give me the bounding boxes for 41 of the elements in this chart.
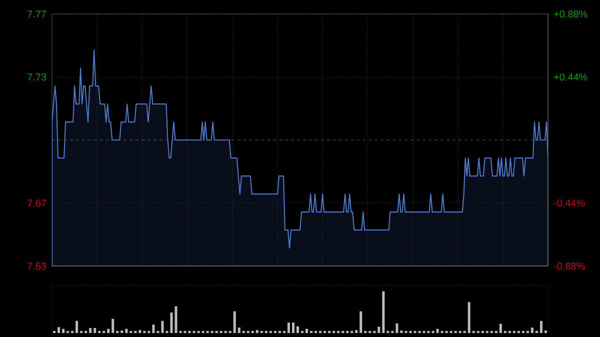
bar: [256, 330, 258, 333]
bar: [58, 327, 60, 333]
bar: [396, 323, 398, 333]
bar: [292, 322, 294, 333]
bar: [499, 324, 502, 333]
bar: [112, 318, 114, 333]
bar: [530, 328, 534, 333]
bar: [120, 330, 124, 333]
bar: [94, 328, 96, 333]
bar: [382, 291, 385, 333]
y-tick-label: 7.73: [28, 73, 46, 81]
bar: [89, 328, 92, 333]
y-tick-label: 7.63: [28, 262, 46, 270]
bar: [125, 328, 128, 333]
bar: [296, 326, 299, 333]
bar: [238, 328, 240, 333]
bar: [138, 330, 142, 333]
bar: [161, 320, 164, 333]
bar: [468, 302, 470, 333]
y2-tick-label: +0.88%: [554, 10, 588, 18]
y-tick-label: 7.67: [28, 199, 46, 207]
bar: [62, 328, 65, 333]
bar: [287, 322, 290, 333]
y2-tick-label: +0.44%: [554, 73, 588, 81]
bar: [378, 326, 380, 333]
bar: [436, 328, 439, 333]
bar: [544, 330, 547, 333]
bar: [174, 306, 178, 333]
bar: [355, 330, 358, 333]
bar: [107, 328, 110, 333]
bar: [152, 324, 155, 333]
y-tick-label: 7.77: [28, 10, 46, 18]
y2-tick-label: -0.88%: [554, 262, 585, 270]
bar: [76, 320, 78, 333]
bar: [306, 328, 308, 333]
bar: [233, 311, 236, 333]
bar: [360, 311, 362, 333]
bar: [170, 312, 173, 333]
bar: [400, 330, 403, 333]
bar: [540, 320, 542, 333]
y2-tick-label: -0.44%: [554, 199, 585, 207]
